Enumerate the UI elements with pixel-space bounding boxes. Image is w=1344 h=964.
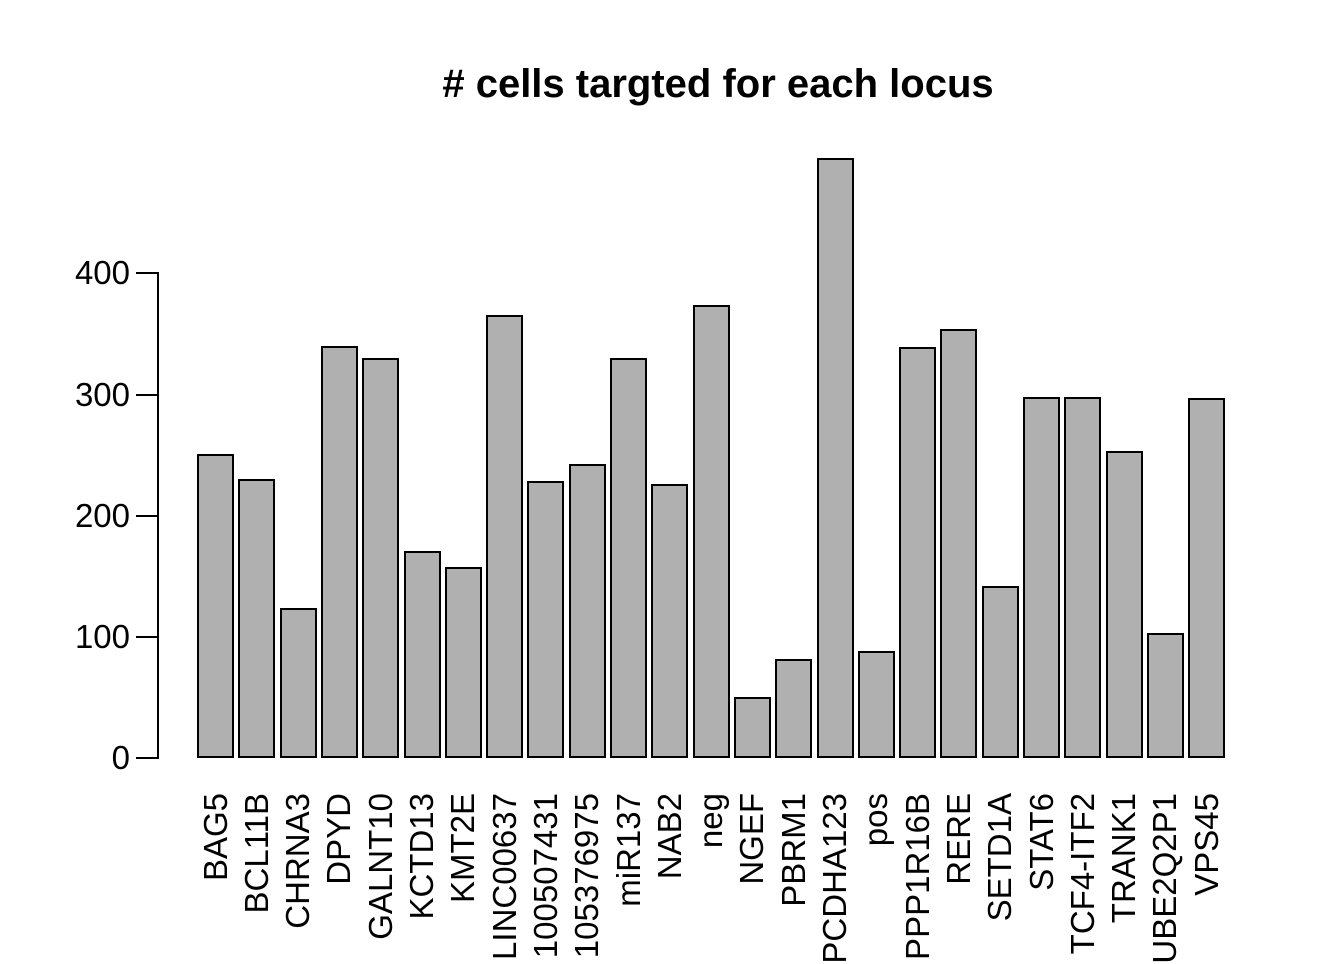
x-label-SETD1A: SETD1A [981, 793, 1018, 922]
y-axis-line [157, 272, 159, 759]
bar-UBE2Q2P1 [1147, 633, 1184, 758]
x-label-VPS45: VPS45 [1188, 793, 1225, 896]
x-label-STAT6: STAT6 [1023, 793, 1060, 891]
bar-RERE [940, 329, 977, 758]
x-label-PCDHA123: PCDHA123 [816, 793, 853, 964]
x-label-CHRNA3: CHRNA3 [279, 793, 316, 929]
x-label-BCL11B: BCL11B [238, 793, 275, 914]
bar-LINC00637 [486, 315, 523, 758]
y-tick-0 [136, 757, 157, 759]
bar-pos [858, 651, 895, 758]
bar-PBRM1 [775, 659, 812, 758]
bar-CHRNA3 [280, 608, 317, 758]
bar-NAB2 [651, 484, 688, 758]
x-label-NGEF: NGEF [733, 793, 770, 885]
bar-TRANK1 [1106, 451, 1143, 758]
bar-KMT2E [445, 567, 482, 758]
bar-TCF4-ITF2 [1064, 397, 1101, 758]
y-tick-400 [136, 272, 157, 274]
bar-GALNT10 [362, 358, 399, 758]
bar-105376975 [569, 464, 606, 758]
x-label-NAB2: NAB2 [651, 793, 688, 880]
bar-miR137 [610, 358, 647, 758]
bar-DPYD [321, 346, 358, 758]
chart-title: # cells targted for each locus [442, 62, 994, 106]
y-tick-200 [136, 515, 157, 517]
x-label-PBRM1: PBRM1 [775, 793, 812, 907]
x-label-105376975: 105376975 [568, 793, 605, 959]
x-label-PPP1R16B: PPP1R16B [899, 793, 936, 960]
x-label-KCTD13: KCTD13 [403, 793, 440, 920]
bar-SETD1A [982, 586, 1019, 758]
bar-VPS45 [1188, 398, 1225, 758]
x-label-TCF4-ITF2: TCF4-ITF2 [1064, 793, 1101, 955]
bar-BAG5 [197, 454, 234, 758]
x-label-DPYD: DPYD [320, 793, 357, 885]
bar-BCL11B [238, 479, 275, 758]
y-tick-label-400: 400 [74, 254, 130, 291]
bar-neg [693, 305, 730, 758]
x-label-100507431: 100507431 [527, 793, 564, 959]
x-label-TRANK1: TRANK1 [1105, 793, 1142, 924]
y-tick-100 [136, 636, 157, 638]
x-label-miR137: miR137 [610, 793, 647, 907]
y-tick-label-200: 200 [74, 497, 130, 534]
bar-PCDHA123 [817, 158, 854, 758]
x-label-UBE2Q2P1: UBE2Q2P1 [1146, 793, 1183, 964]
x-label-KMT2E: KMT2E [444, 793, 481, 904]
x-label-pos: pos [857, 793, 894, 847]
x-label-RERE: RERE [940, 793, 977, 885]
bar-STAT6 [1023, 397, 1060, 758]
x-label-BAG5: BAG5 [197, 793, 234, 882]
y-tick-300 [136, 394, 157, 396]
x-label-neg: neg [692, 793, 729, 849]
y-tick-label-100: 100 [74, 618, 130, 655]
bar-100507431 [527, 481, 564, 758]
y-tick-label-0: 0 [111, 739, 130, 776]
x-label-GALNT10: GALNT10 [362, 793, 399, 940]
bar-KCTD13 [404, 551, 441, 758]
y-tick-label-300: 300 [74, 376, 130, 413]
x-label-LINC00637: LINC00637 [486, 793, 523, 960]
bar-PPP1R16B [899, 347, 936, 758]
bar-NGEF [734, 697, 771, 758]
